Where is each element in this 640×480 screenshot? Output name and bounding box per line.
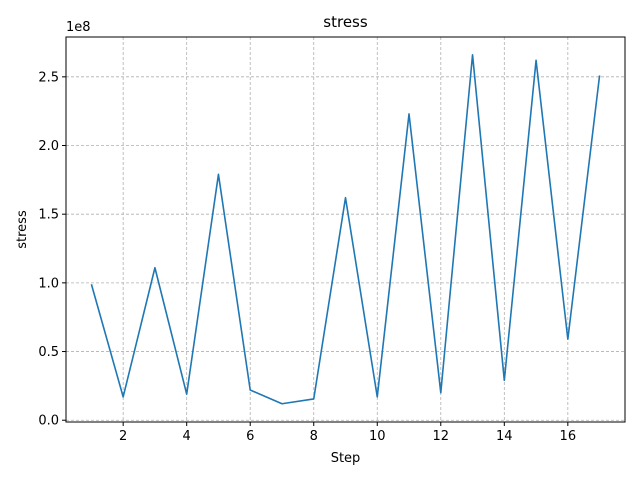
x-tick-label: 4	[183, 429, 191, 444]
axis-ticks: 2 4 6 8 10 12 14 16 0.0 0.5 1.0 1.5 2.0 2.5	[38, 70, 576, 444]
x-tick-label: 6	[246, 429, 254, 444]
x-axis-label: Step	[331, 451, 361, 466]
grid	[66, 37, 625, 422]
x-tick-label: 2	[119, 429, 127, 444]
y-offset-label: 1e8	[66, 20, 91, 35]
chart-title: stress	[323, 13, 368, 31]
y-tick-label: 2.0	[38, 139, 59, 154]
x-tick-label: 10	[369, 429, 386, 444]
y-tick-label: 2.5	[38, 70, 59, 85]
y-axis-label: stress	[15, 210, 30, 249]
x-tick-label: 12	[433, 429, 450, 444]
series-line-0	[90, 54, 601, 405]
plot-area	[65, 36, 626, 423]
y-tick-label: 0.0	[38, 414, 59, 429]
x-tick-label: 14	[496, 429, 513, 444]
series-layer	[90, 54, 601, 405]
y-tick-label: 1.5	[38, 208, 59, 223]
y-tick-label: 0.5	[38, 345, 59, 360]
x-tick-label: 8	[310, 429, 318, 444]
y-tick-label: 1.0	[38, 276, 59, 291]
x-tick-label: 16	[560, 429, 577, 444]
